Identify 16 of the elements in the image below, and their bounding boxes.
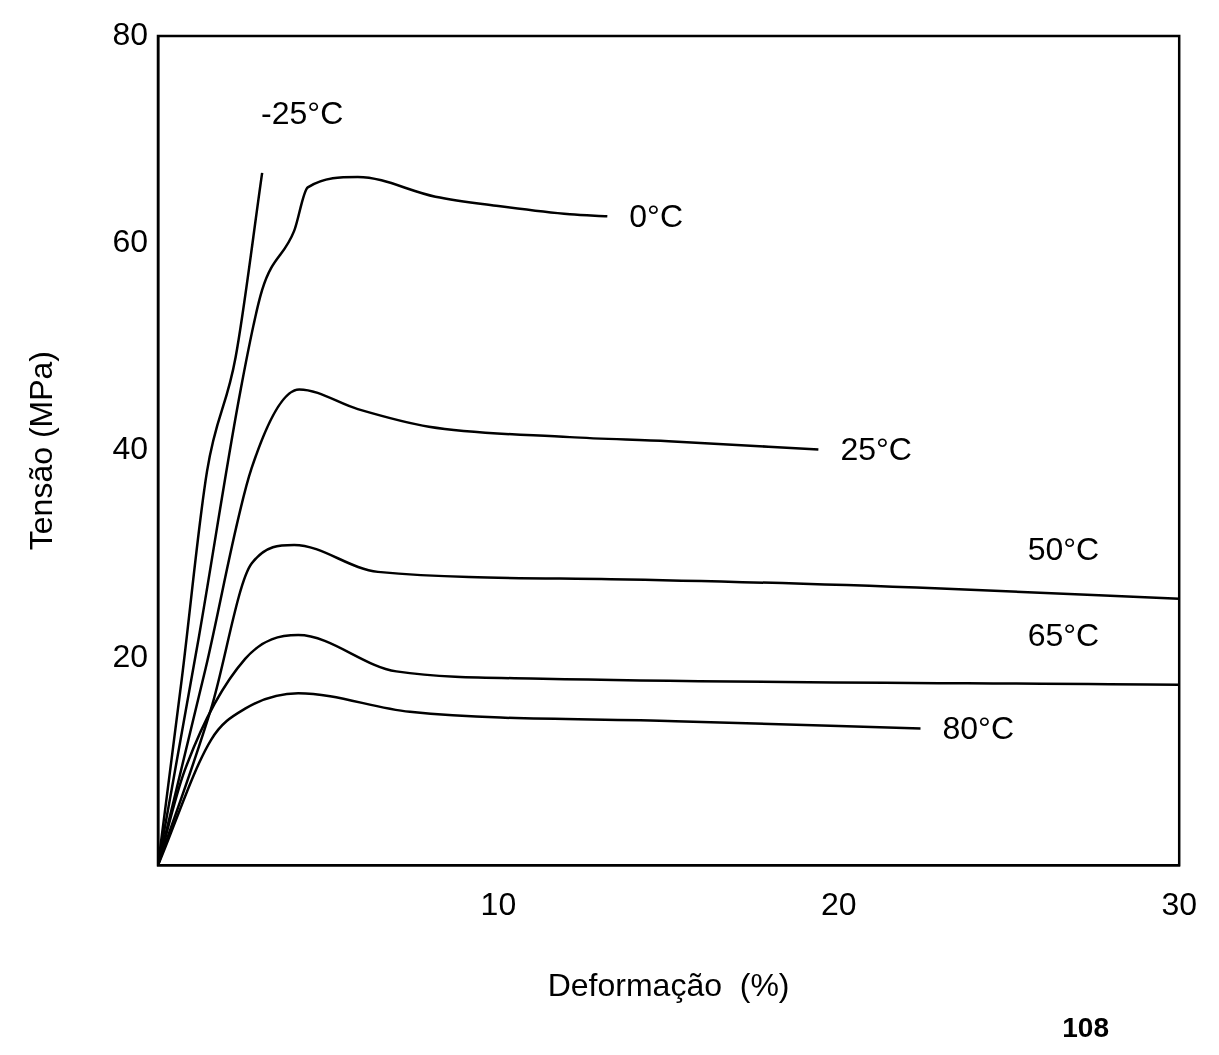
series-label: 65°C (1027, 616, 1100, 653)
series-label: 0°C (629, 198, 684, 235)
x-tick-label: 20 (821, 886, 857, 923)
y-tick-label: 80 (112, 15, 148, 52)
series-label: 25°C (840, 431, 912, 468)
series-label: 50°C (1027, 530, 1100, 567)
y-tick-label: 20 (112, 637, 148, 674)
x-axis-title: Deformação (%) (547, 966, 790, 1003)
x-tick-label: 30 (1161, 886, 1197, 923)
series-label: 80°C (942, 710, 1014, 747)
y-tick-label: 40 (112, 430, 148, 467)
series-label: -25°C (261, 94, 344, 131)
x-tick-label: 10 (480, 886, 517, 923)
y-tick-label: 60 (112, 223, 148, 260)
text: 108 (1062, 1012, 1109, 1044)
y-axis-title: Tensão (MPa) (23, 351, 60, 551)
